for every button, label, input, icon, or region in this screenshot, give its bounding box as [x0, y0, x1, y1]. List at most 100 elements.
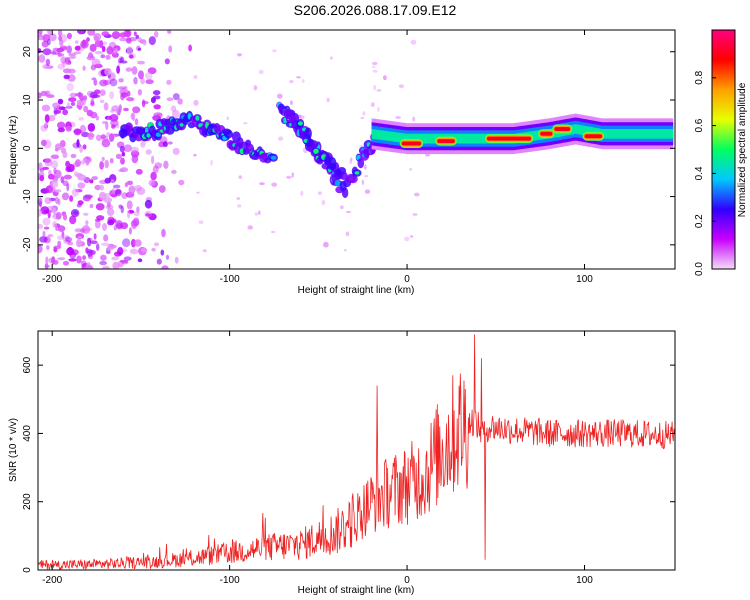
- noise-blob: [86, 37, 90, 42]
- noise-blob: [151, 247, 156, 252]
- noise-blob: [120, 157, 125, 165]
- noise-blob: [103, 197, 113, 203]
- noise-blob: [41, 40, 49, 48]
- ridge-core: [146, 133, 151, 138]
- noise-blob: [100, 254, 107, 261]
- noise-blob: [66, 247, 75, 256]
- noise-blob: [57, 127, 65, 133]
- spectrogram-background: [38, 30, 675, 269]
- noise-blob: [110, 109, 115, 113]
- noise-blob: [94, 89, 101, 94]
- noise-blob: [196, 191, 200, 194]
- noise-blob: [138, 70, 144, 80]
- noise-blob: [119, 60, 128, 64]
- noise-blob: [238, 175, 243, 180]
- noise-blob: [53, 245, 62, 250]
- snr-series-line: [38, 334, 675, 570]
- noise-blob: [372, 69, 378, 73]
- noise-blob: [72, 162, 80, 168]
- noise-blob: [364, 164, 367, 170]
- noise-blob: [126, 180, 133, 186]
- noise-blob: [145, 79, 154, 85]
- noise-blob: [158, 185, 166, 193]
- noise-blob: [123, 30, 132, 38]
- noise-blob: [71, 188, 79, 197]
- noise-blob: [93, 233, 97, 240]
- noise-blob: [277, 93, 283, 99]
- y-tick-label: 0: [22, 145, 33, 151]
- spectrogram-x-label: Height of straight line (km): [298, 285, 415, 296]
- noise-blob: [66, 82, 74, 92]
- noise-blob: [410, 39, 417, 45]
- noise-blob: [177, 98, 183, 105]
- noise-blob: [259, 182, 265, 186]
- noise-blob: [125, 67, 133, 72]
- noise-blob: [362, 111, 366, 116]
- noise-blob: [87, 30, 96, 36]
- noise-blob: [111, 256, 119, 261]
- noise-blob: [115, 220, 123, 229]
- noise-blob: [52, 221, 57, 228]
- noise-blob: [77, 200, 84, 206]
- noise-blob: [120, 205, 125, 214]
- colorbar-gradient: [711, 29, 736, 270]
- noise-blob: [119, 145, 125, 153]
- noise-blob: [106, 201, 111, 208]
- noise-blob: [372, 65, 376, 68]
- noise-blob: [48, 114, 56, 122]
- noise-blob: [373, 84, 377, 91]
- ridge-blob: [304, 127, 312, 140]
- noise-blob: [425, 153, 431, 157]
- noise-blob: [47, 234, 53, 238]
- noise-blob: [111, 52, 119, 58]
- noise-blob: [410, 235, 414, 238]
- noise-blob: [79, 144, 83, 153]
- noise-blob: [81, 225, 91, 234]
- spectrogram-y-ticks: -20 -10 0 10 20: [22, 46, 675, 252]
- y-tick-label: 0: [22, 567, 33, 573]
- noise-blob: [115, 108, 119, 114]
- noise-blob: [108, 218, 117, 224]
- noise-blob: [330, 56, 333, 60]
- noise-blob: [126, 46, 133, 55]
- noise-blob: [290, 100, 293, 105]
- noise-blob: [68, 52, 77, 57]
- noise-blob: [66, 183, 70, 192]
- noise-blob: [94, 219, 101, 229]
- noise-blob: [148, 179, 156, 187]
- noise-blob: [69, 215, 77, 225]
- noise-blob: [118, 78, 124, 83]
- ridge-core: [145, 127, 149, 134]
- x-tick-label: 100: [576, 575, 593, 586]
- noise-blob: [404, 236, 410, 242]
- noise-blob: [101, 31, 110, 37]
- y-tick-label: 20: [22, 46, 33, 58]
- noise-blob: [40, 139, 47, 146]
- noise-blob: [395, 116, 401, 119]
- noise-blob: [63, 74, 70, 80]
- noise-blob: [50, 160, 59, 169]
- noise-blob: [126, 97, 135, 102]
- colorbar-tick-label: 0.6: [694, 118, 705, 132]
- noise-blob: [145, 213, 151, 217]
- noise-blob: [339, 205, 344, 210]
- noise-blob: [131, 112, 136, 121]
- bright-segment: [401, 141, 422, 146]
- noise-blob: [321, 199, 326, 206]
- noise-blob: [136, 187, 146, 196]
- noise-blob: [364, 175, 369, 177]
- noise-blob: [109, 158, 114, 164]
- noise-blob: [370, 102, 375, 108]
- noise-blob: [132, 106, 141, 114]
- noise-blob: [89, 43, 97, 52]
- noise-blob: [123, 107, 129, 112]
- noise-blob: [65, 160, 70, 168]
- noise-blob: [350, 157, 353, 162]
- x-tick-label: 0: [404, 575, 410, 586]
- noise-blob: [102, 223, 107, 231]
- noise-blob: [174, 256, 179, 264]
- x-tick-label: 100: [576, 274, 593, 285]
- noise-blob: [188, 44, 193, 52]
- noise-blob: [87, 133, 95, 138]
